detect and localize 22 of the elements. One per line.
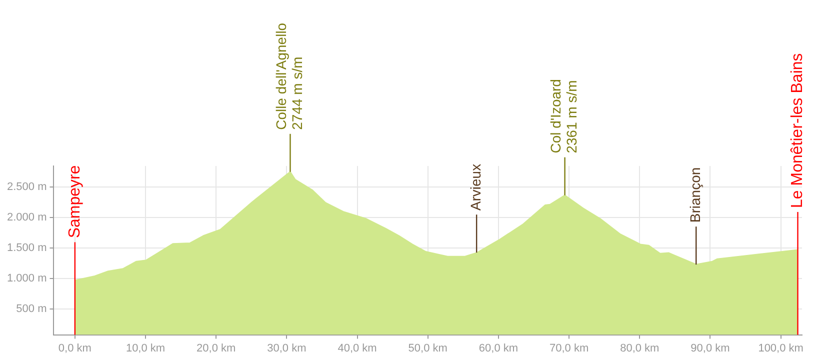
x-tick-label: 10,0 km (126, 342, 166, 354)
annotation: Arvieux (467, 164, 484, 211)
annotation: Colle dell'Agnello 2744 m s/m (273, 22, 306, 130)
y-tick-label: 2.000 m (6, 211, 47, 224)
y-tick-label: 1.500 m (6, 242, 47, 254)
y-tick-label: 2.500 m (6, 180, 47, 193)
x-tick-label: 60,0 km (478, 342, 518, 354)
x-tick-label: 0,0 km (58, 342, 92, 354)
annotation: Col d'Izoard 2361 m s/m (548, 79, 580, 154)
x-tick-label: 20,0 km (196, 342, 236, 354)
x-tick-label: 80,0 km (620, 342, 660, 354)
x-tick-label: 40,0 km (338, 342, 377, 354)
x-tick-label: 50,0 km (408, 342, 448, 354)
annotation: Le Monêtier-les Bains (789, 53, 806, 208)
x-tick-label: 30,0 km (267, 342, 306, 354)
x-tick-label: 90,0 km (690, 342, 730, 354)
y-tick-label: 500 m (16, 303, 47, 316)
annotation: Sampeyre (66, 165, 84, 238)
x-tick-label: 100,0 km (758, 342, 804, 354)
y-tick-label: 1.000 m (6, 272, 47, 285)
x-tick-label: 70,0 km (549, 342, 589, 354)
annotation: Briançon (686, 167, 703, 223)
